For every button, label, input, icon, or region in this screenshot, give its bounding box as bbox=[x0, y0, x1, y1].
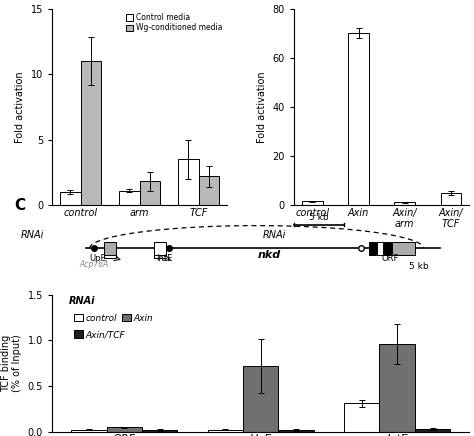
Bar bbox=[377, 242, 383, 255]
Bar bbox=[392, 242, 415, 255]
Bar bbox=[142, 430, 177, 432]
Y-axis label: Fold activation: Fold activation bbox=[257, 71, 267, 143]
Bar bbox=[178, 159, 199, 205]
Text: Acp76A: Acp76A bbox=[79, 260, 109, 269]
Bar bbox=[81, 61, 101, 205]
Bar bbox=[243, 366, 278, 432]
Bar bbox=[415, 429, 450, 432]
Bar bbox=[379, 344, 415, 432]
Text: UpE: UpE bbox=[90, 254, 106, 263]
Bar bbox=[440, 193, 461, 205]
Text: 5 kb: 5 kb bbox=[409, 262, 428, 271]
Bar bbox=[369, 242, 376, 255]
Y-axis label: Fold activation: Fold activation bbox=[15, 71, 25, 143]
Legend: Control media, Wg-conditioned media: Control media, Wg-conditioned media bbox=[125, 13, 224, 33]
Text: IntE: IntE bbox=[156, 254, 173, 263]
Text: C: C bbox=[15, 198, 26, 212]
Text: B: B bbox=[259, 0, 271, 1]
Bar bbox=[60, 192, 81, 205]
Text: RNAi: RNAi bbox=[263, 230, 286, 240]
Text: ORF: ORF bbox=[381, 254, 399, 263]
Bar bbox=[278, 430, 314, 432]
Legend: Axin/TCF: Axin/TCF bbox=[73, 329, 127, 340]
Text: RNAi: RNAi bbox=[69, 296, 95, 306]
Bar bbox=[394, 202, 415, 205]
Text: A: A bbox=[17, 0, 29, 1]
Bar bbox=[199, 176, 219, 205]
Text: nkd: nkd bbox=[257, 249, 281, 259]
Text: RNAi: RNAi bbox=[20, 230, 44, 240]
Text: 5 kb: 5 kb bbox=[309, 213, 329, 222]
Y-axis label: TCF binding
(% of Input): TCF binding (% of Input) bbox=[0, 334, 22, 392]
Bar bbox=[344, 403, 379, 432]
Bar bbox=[302, 201, 323, 205]
Bar bbox=[119, 191, 140, 205]
Bar bbox=[140, 181, 160, 205]
Bar bbox=[107, 427, 142, 432]
Bar bbox=[71, 430, 107, 432]
Bar bbox=[208, 430, 243, 432]
Bar bbox=[155, 242, 166, 255]
Bar bbox=[104, 242, 116, 255]
Bar bbox=[348, 33, 369, 205]
Bar bbox=[384, 242, 391, 255]
